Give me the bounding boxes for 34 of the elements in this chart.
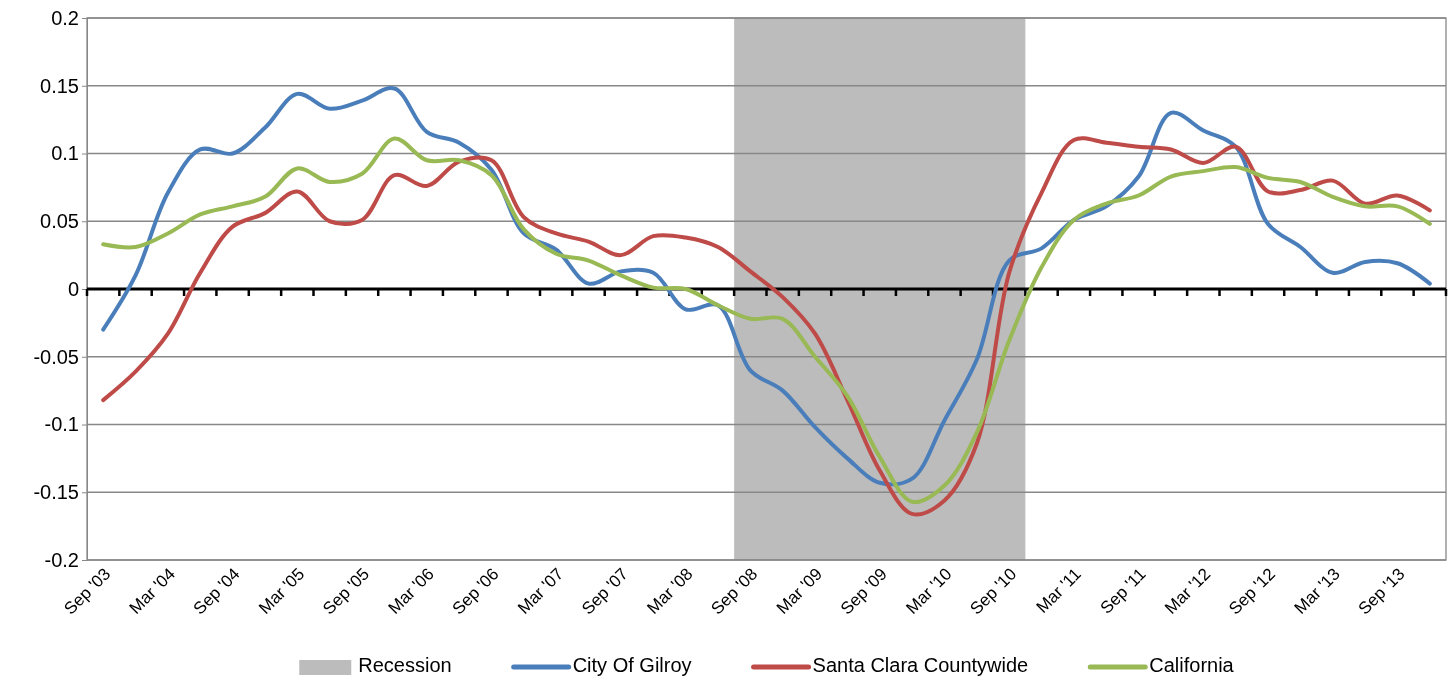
legend-label: California bbox=[1149, 654, 1235, 677]
x-tick-label: Sep '07 bbox=[578, 564, 632, 619]
y-tick-label: 0 bbox=[67, 277, 79, 300]
x-tick-label: Mar '04 bbox=[125, 564, 179, 618]
x-tick-label: Sep '11 bbox=[1096, 564, 1150, 618]
x-tick-label: Mar '11 bbox=[1032, 564, 1085, 617]
x-tick-label: Mar '09 bbox=[772, 564, 827, 618]
y-tick-label: -0.05 bbox=[33, 345, 79, 368]
legend-label: Santa Clara Countywide bbox=[812, 654, 1029, 677]
y-tick-label: 0.1 bbox=[51, 142, 79, 165]
x-tick-label: Mar '13 bbox=[1290, 564, 1344, 618]
x-tick-label: Mar '06 bbox=[384, 564, 438, 618]
y-tick-label: 0.05 bbox=[40, 210, 79, 233]
x-tick-label: Mar '05 bbox=[255, 564, 309, 618]
y-tick-label: 0.2 bbox=[51, 6, 79, 29]
x-tick-label: Mar '10 bbox=[902, 564, 956, 618]
y-tick-label: -0.15 bbox=[33, 481, 79, 504]
y-tick-label: 0.15 bbox=[40, 74, 79, 97]
x-tick-label: Mar '08 bbox=[643, 564, 697, 618]
y-tick-label: -0.2 bbox=[44, 548, 79, 571]
legend-label: Recession bbox=[358, 654, 452, 677]
legend-label: City Of Gilroy bbox=[572, 654, 692, 677]
x-tick-label: Sep '12 bbox=[1225, 564, 1280, 619]
x-tick-label: Mar '07 bbox=[514, 564, 568, 618]
x-tick-label: Sep '09 bbox=[836, 564, 891, 619]
y-tick-label: -0.1 bbox=[44, 413, 79, 436]
x-tick-label: Sep '13 bbox=[1354, 564, 1409, 619]
x-tick-label: Mar '12 bbox=[1161, 564, 1215, 618]
x-tick-label: Sep '10 bbox=[966, 564, 1021, 619]
x-tick-label: Sep '05 bbox=[319, 564, 374, 619]
x-tick-label: Sep '06 bbox=[448, 564, 503, 619]
x-tick-label: Sep '04 bbox=[189, 564, 244, 619]
x-tick-label: Sep '08 bbox=[707, 564, 762, 619]
line-series bbox=[101, 86, 1432, 486]
